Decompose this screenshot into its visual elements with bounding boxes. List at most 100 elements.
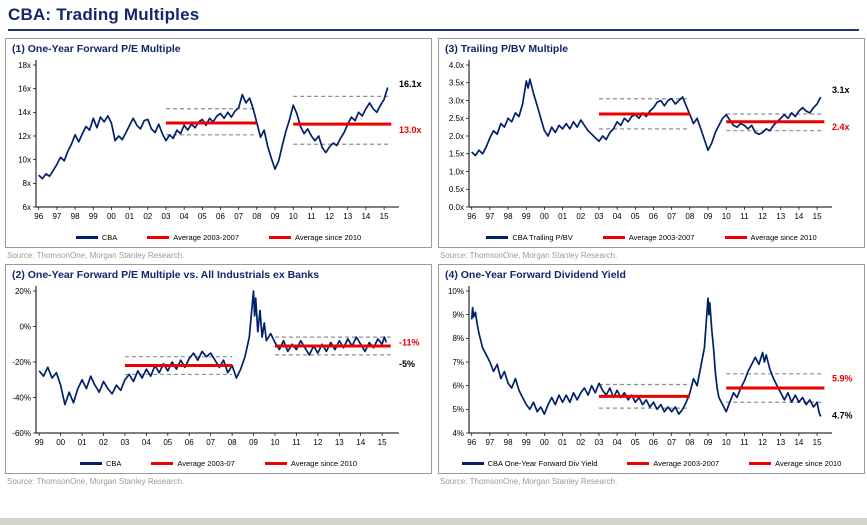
legend-swatch <box>264 462 287 465</box>
svg-text:01: 01 <box>558 212 567 221</box>
chart-title: (4) One-Year Forward Dividend Yield <box>445 269 626 281</box>
svg-text:12: 12 <box>758 212 767 221</box>
source-note: Source: ThomsonOne, Morgan Stanley Resea… <box>7 251 185 260</box>
svg-text:05: 05 <box>631 212 640 221</box>
svg-text:10: 10 <box>271 438 280 447</box>
chart-plot: 4% 5% 6% 7% 8% 9% 10% 96 97 98 99 00 01 02 03 04 05 06 07 0… <box>448 286 853 447</box>
svg-text:16x: 16x <box>18 84 31 93</box>
svg-text:00: 00 <box>107 212 116 221</box>
legend-swatch <box>147 236 170 239</box>
svg-text:10%: 10% <box>448 287 464 296</box>
chart-title: (3) Trailing P/BV Multiple <box>445 43 569 55</box>
svg-text:96: 96 <box>467 212 476 221</box>
svg-text:96: 96 <box>467 438 476 447</box>
svg-text:01: 01 <box>78 438 87 447</box>
chart-plot: 6x 8x 10x 12x 14x 16x 18x 96 97 98 99 00 01 02 03 04 05 0… <box>18 60 422 221</box>
svg-text:15: 15 <box>378 438 387 447</box>
svg-text:11: 11 <box>307 212 316 221</box>
svg-text:01: 01 <box>125 212 134 221</box>
svg-text:11: 11 <box>740 212 749 221</box>
svg-text:99: 99 <box>89 212 98 221</box>
svg-text:8x: 8x <box>23 179 31 188</box>
svg-text:07: 07 <box>667 212 676 221</box>
svg-text:5%: 5% <box>452 405 464 414</box>
chart-title: (1) One-Year Forward P/E Multiple <box>12 43 181 55</box>
chart-legend: CBA Average 2003-07 Average since 2010 <box>6 459 431 473</box>
legend-swatch <box>486 236 509 239</box>
svg-text:09: 09 <box>704 212 713 221</box>
svg-text:18x: 18x <box>18 61 31 70</box>
legend-item: Average since 2010 <box>724 233 817 242</box>
svg-text:7%: 7% <box>452 358 464 367</box>
svg-text:98: 98 <box>504 212 513 221</box>
legend-item: CBA <box>75 233 118 242</box>
source-note: Source: ThomsonOne, Morgan Stanley Resea… <box>440 477 618 486</box>
legend-swatch <box>151 462 174 465</box>
svg-text:14: 14 <box>794 438 803 447</box>
legend-item: CBA <box>79 459 121 468</box>
legend-label: CBA <box>101 233 118 242</box>
svg-text:06: 06 <box>216 212 225 221</box>
legend-swatch <box>461 462 484 465</box>
legend-item: Average 2003-2007 <box>602 233 695 242</box>
chart-canvas: 4% 5% 6% 7% 8% 9% 10% 96 97 98 99 00 01 02 03 04 05 06 07 0… <box>439 281 864 459</box>
svg-text:-60%: -60% <box>12 429 31 438</box>
legend-swatch <box>749 462 772 465</box>
svg-text:06: 06 <box>185 438 194 447</box>
svg-text:12: 12 <box>758 438 767 447</box>
chart-plot: -60% -40% -20% 0% 20% 99 00 01 02 03 04 05 06 07 08 09 1… <box>12 286 420 447</box>
svg-text:15: 15 <box>813 212 822 221</box>
legend-label: Average 2003-2007 <box>173 233 239 242</box>
window-edge <box>0 518 867 525</box>
svg-text:2.4x: 2.4x <box>832 122 850 132</box>
svg-text:99: 99 <box>522 212 531 221</box>
legend-swatch <box>79 462 102 465</box>
svg-text:-20%: -20% <box>12 358 31 367</box>
svg-text:03: 03 <box>595 438 604 447</box>
svg-text:04: 04 <box>180 212 189 221</box>
svg-text:14x: 14x <box>18 108 31 117</box>
svg-text:11: 11 <box>292 438 301 447</box>
svg-text:98: 98 <box>504 438 513 447</box>
svg-text:20%: 20% <box>15 287 31 296</box>
svg-text:97: 97 <box>485 212 494 221</box>
svg-text:05: 05 <box>631 438 640 447</box>
chart-legend: CBA One-Year Forward Div Yield Average 20… <box>439 459 864 473</box>
svg-text:09: 09 <box>704 438 713 447</box>
svg-text:02: 02 <box>143 212 152 221</box>
svg-text:08: 08 <box>228 438 237 447</box>
chart-panel-dividend-yield: (4) One-Year Forward Dividend Yield 4% 5%… <box>438 264 865 474</box>
legend-label: Average 2003-2007 <box>628 233 695 242</box>
svg-text:07: 07 <box>234 212 243 221</box>
legend-item: Average 2003-07 <box>151 459 235 468</box>
svg-text:-40%: -40% <box>12 393 31 402</box>
svg-text:10: 10 <box>289 212 298 221</box>
svg-text:2.5x: 2.5x <box>449 114 464 123</box>
legend-item: Average 2003-2007 <box>627 459 719 468</box>
svg-text:0.0x: 0.0x <box>449 203 464 212</box>
svg-text:05: 05 <box>163 438 172 447</box>
svg-text:0%: 0% <box>19 322 31 331</box>
source-note: Source: ThomsonOne, Morgan Stanley Resea… <box>440 251 618 260</box>
svg-text:10x: 10x <box>18 155 31 164</box>
chart-plot: 0.0x 0.5x 1.0x 1.5x 2.0x 2.5x 3.0x 3.5x 4.0x 96 97… <box>449 60 850 221</box>
svg-text:97: 97 <box>52 212 61 221</box>
svg-text:11: 11 <box>740 438 749 447</box>
svg-text:-5%: -5% <box>399 359 415 369</box>
svg-text:10: 10 <box>722 212 731 221</box>
svg-text:04: 04 <box>613 212 622 221</box>
chart-title: (2) One-Year Forward P/E Multiple vs. Al… <box>12 269 320 281</box>
chart-legend: CBA Trailing P/BV Average 2003-2007 Averag… <box>439 233 864 247</box>
chart-cell-4: (4) One-Year Forward Dividend Yield 4% 5%… <box>438 264 865 488</box>
svg-text:09: 09 <box>271 212 280 221</box>
legend-item: Average 2003-2007 <box>147 233 239 242</box>
svg-text:96: 96 <box>34 212 43 221</box>
svg-text:07: 07 <box>667 438 676 447</box>
svg-text:00: 00 <box>540 212 549 221</box>
svg-text:07: 07 <box>206 438 215 447</box>
svg-text:03: 03 <box>162 212 171 221</box>
legend-label: CBA Trailing P/BV <box>512 233 573 242</box>
page-title: CBA: Trading Multiples <box>8 5 200 24</box>
svg-text:5.9%: 5.9% <box>832 374 853 384</box>
svg-text:8%: 8% <box>452 334 464 343</box>
